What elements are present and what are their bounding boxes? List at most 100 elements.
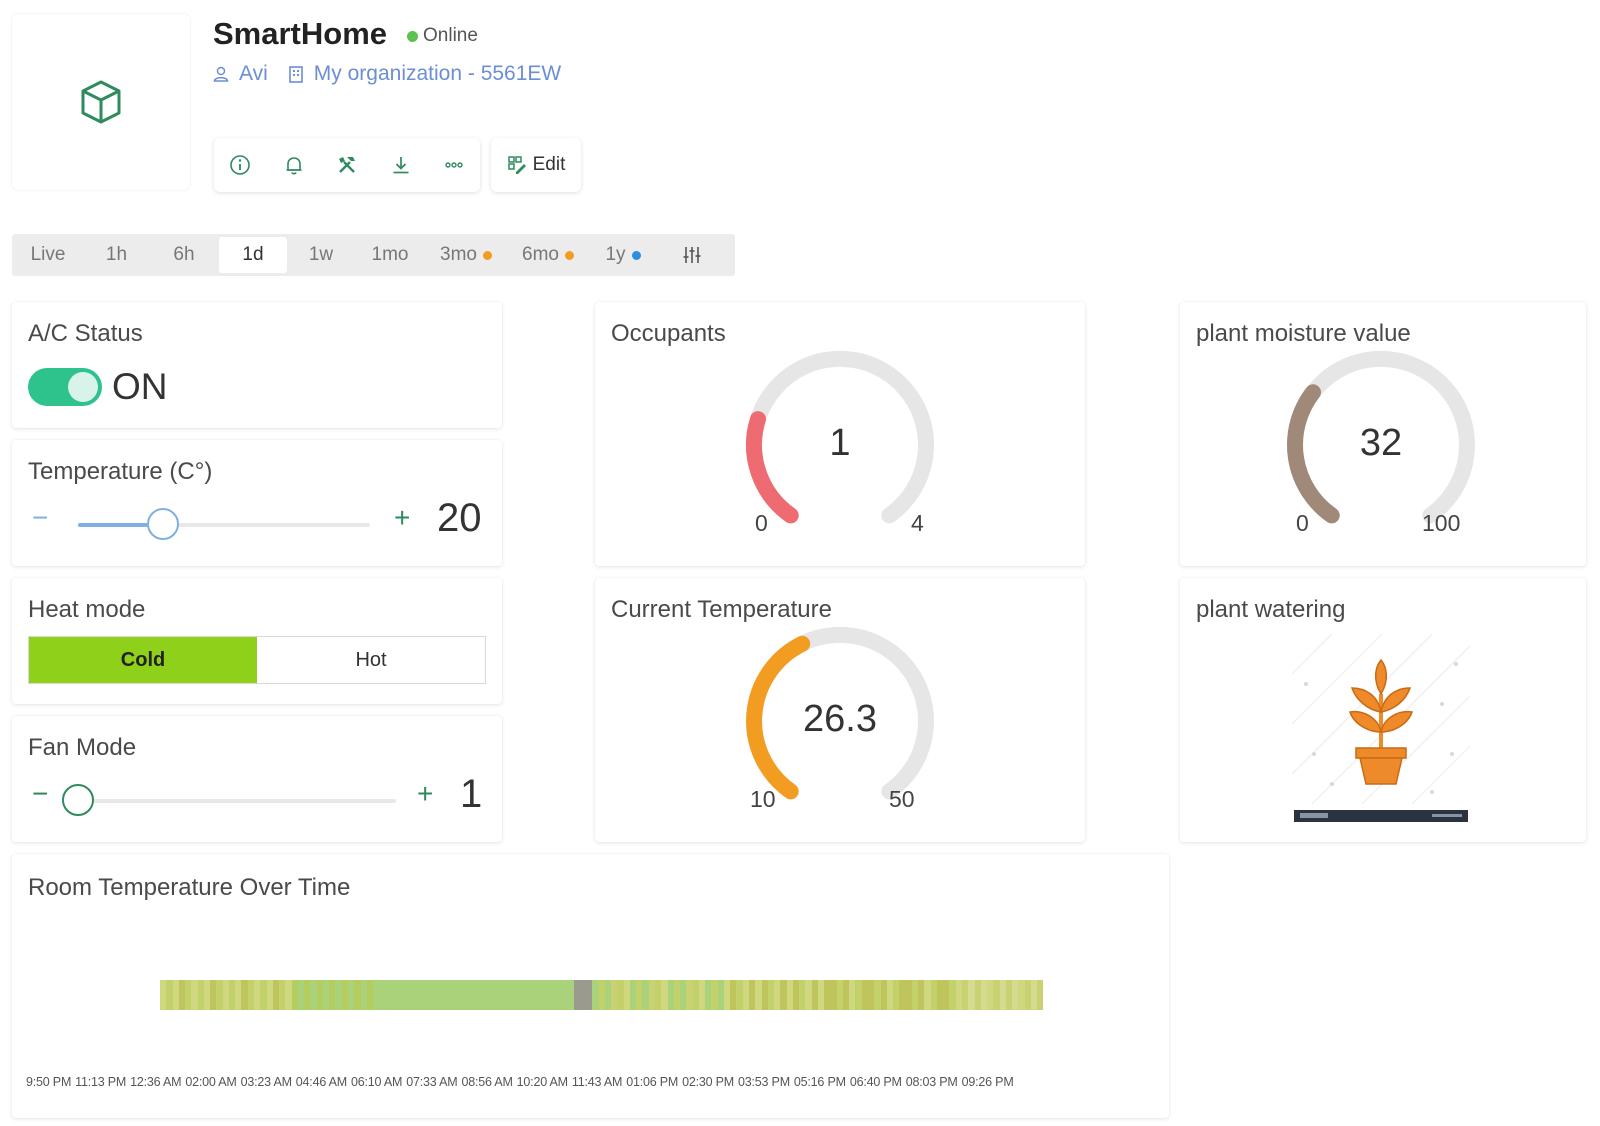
heat-strip-cell <box>266 980 273 1010</box>
heat-strip-cell <box>842 980 850 1010</box>
time-range-1h[interactable]: 1h <box>84 237 149 273</box>
occupants-value: 1 <box>829 422 851 464</box>
gauge-min-label: 0 <box>1296 510 1309 536</box>
switch-knob <box>68 372 98 402</box>
time-range-live[interactable]: Live <box>12 237 84 273</box>
time-range-6mo[interactable]: 6mo <box>507 237 589 273</box>
widget-title: Fan Mode <box>28 734 137 761</box>
ac-state-label: ON <box>112 366 168 407</box>
more-button[interactable] <box>440 151 468 179</box>
fan-mode-slider[interactable] <box>62 784 396 816</box>
time-range-6h[interactable]: 6h <box>149 237 219 273</box>
time-range-1d[interactable]: 1d <box>219 237 287 273</box>
temperature-decrement-button[interactable]: − <box>32 502 49 533</box>
heat-strip-cell <box>510 980 518 1010</box>
heat-strip-cell <box>504 980 511 1010</box>
download-icon <box>393 157 408 174</box>
heat-strip-cell <box>197 980 204 1010</box>
time-range-1mo[interactable]: 1mo <box>355 237 425 273</box>
time-axis-label: 02:30 PM <box>682 1075 734 1089</box>
slider-fill <box>78 523 163 527</box>
fan-decrement-button[interactable]: − <box>32 778 49 809</box>
heat-strip-cell <box>955 980 962 1010</box>
temperature-increment-button[interactable]: + <box>394 502 411 533</box>
heat-strip-cell <box>366 980 374 1010</box>
heat-strip-cell <box>166 980 173 1010</box>
heat-strip-cell <box>554 980 561 1010</box>
heat-strip-cell <box>993 980 1000 1010</box>
plant-watering-widget: plant watering <box>1180 578 1586 842</box>
heat-strip-cell <box>861 980 869 1010</box>
temperature-slider[interactable] <box>78 508 370 540</box>
organization-link[interactable]: My organization - 5561EW <box>288 62 561 86</box>
heat-strip-cell <box>780 980 787 1010</box>
widget-title: Room Temperature Over Time <box>28 874 351 901</box>
heat-strip-cell <box>354 980 361 1010</box>
heat-mode-widget: Heat mode Cold Hot <box>12 578 502 704</box>
fan-mode-widget: Fan Mode − + 1 <box>12 716 502 842</box>
heat-strip-cell <box>673 980 681 1010</box>
heat-strip-cell <box>335 980 342 1010</box>
fan-slider-thumb[interactable] <box>62 784 94 816</box>
heat-strip-cell <box>228 980 236 1010</box>
time-axis-label: 07:33 AM <box>406 1075 458 1089</box>
edit-button[interactable]: Edit <box>491 138 581 192</box>
occupants-gauge <box>746 351 934 524</box>
heat-strip-cell <box>404 980 411 1010</box>
heat-strip-cell <box>241 980 248 1010</box>
heat-strip-cell <box>253 980 261 1010</box>
ac-status-switch[interactable] <box>28 368 102 406</box>
time-range-label: 1mo <box>371 244 409 265</box>
time-range-settings-button[interactable] <box>657 237 727 273</box>
heat-strip-cell <box>586 980 593 1010</box>
time-range-1w[interactable]: 1w <box>287 237 355 273</box>
heat-strip-cell <box>849 980 856 1010</box>
heat-strip-cell <box>485 980 493 1010</box>
info-button[interactable] <box>226 151 254 179</box>
time-range-label: 1w <box>308 244 334 265</box>
time-axis-label: 02:00 AM <box>185 1075 237 1089</box>
heat-strip-cell <box>454 980 461 1010</box>
time-range-label: 3mo <box>440 244 477 265</box>
notifications-button[interactable] <box>280 151 308 179</box>
heat-strip-cell <box>805 980 812 1010</box>
time-axis-label: 03:23 AM <box>240 1075 292 1089</box>
gauge-value-arc <box>746 635 811 800</box>
heat-strip-cell <box>880 980 887 1010</box>
time-range-3mo[interactable]: 3mo <box>425 237 507 273</box>
heat-strip-cell <box>799 980 806 1010</box>
temperature-slider-thumb[interactable] <box>146 508 179 540</box>
heat-strip-cell <box>592 980 599 1010</box>
heat-strip-cell <box>291 980 298 1010</box>
potted-plant-illustration <box>1292 634 1470 824</box>
status-badge: Online <box>423 25 478 46</box>
heat-strip-cell <box>441 980 449 1010</box>
time-range-label: 1h <box>105 244 128 265</box>
heat-strip-cell <box>410 980 417 1010</box>
upgrade-dot <box>482 250 492 260</box>
heat-strip-cell <box>667 980 674 1010</box>
fan-increment-button[interactable]: + <box>417 778 434 809</box>
user-icon <box>213 66 229 82</box>
heat-mode-cold-button[interactable]: Cold <box>29 637 257 683</box>
heat-strip-cell <box>222 980 229 1010</box>
heat-strip-cell <box>1037 980 1044 1010</box>
user-link[interactable]: Avi <box>212 62 268 86</box>
heat-strip-cell <box>379 980 386 1010</box>
heat-strip-cell <box>692 980 699 1010</box>
heat-strip-cell <box>817 980 825 1010</box>
gauge-min-label: 0 <box>755 510 768 536</box>
plant-moisture-gauge <box>1287 351 1475 524</box>
current-temperature-gauge <box>746 627 934 800</box>
widget-title: plant watering <box>1196 596 1346 623</box>
sliders-icon <box>683 247 701 263</box>
heat-strip-cell <box>1030 980 1038 1010</box>
time-range-1y[interactable]: 1y <box>589 237 657 273</box>
tools-button[interactable] <box>333 151 361 179</box>
heat-strip-cell <box>717 980 724 1010</box>
heat-mode-hot-button[interactable]: Hot <box>355 648 387 671</box>
heat-strip-cell <box>247 980 254 1010</box>
heat-strip-cell <box>1005 980 1013 1010</box>
download-button[interactable] <box>387 151 415 179</box>
heat-strip-cell <box>535 980 543 1010</box>
